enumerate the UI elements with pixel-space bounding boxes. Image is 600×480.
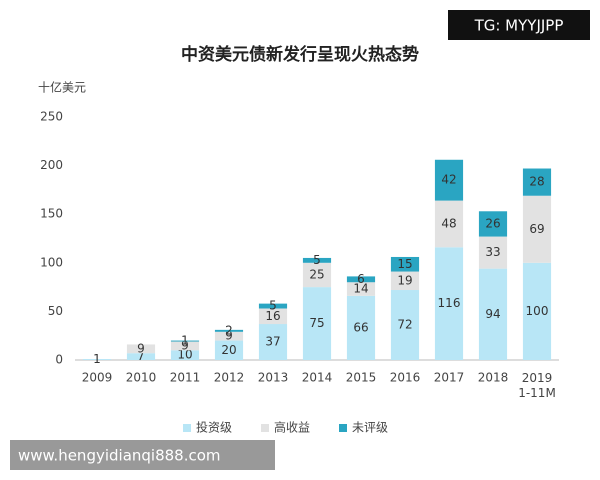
x-tick-label: 2017 bbox=[434, 371, 465, 385]
value-label: 5 bbox=[313, 253, 321, 267]
value-label: 19 bbox=[397, 273, 412, 287]
y-tick-label: 0 bbox=[55, 353, 63, 367]
bar-segment bbox=[434, 247, 464, 360]
x-tick-label: 2015 bbox=[346, 371, 377, 385]
bar-segment bbox=[478, 236, 508, 269]
x-tick-label: 2014 bbox=[302, 371, 333, 385]
x-tick-label: 2010 bbox=[126, 371, 157, 385]
watermark-box bbox=[10, 440, 275, 470]
value-label: 16 bbox=[265, 309, 280, 323]
value-label: 26 bbox=[485, 216, 500, 230]
bar-segment bbox=[258, 303, 288, 309]
bar-segment bbox=[346, 295, 376, 360]
y-tick-label: 100 bbox=[40, 255, 63, 269]
legend-swatch bbox=[261, 424, 269, 432]
y-tick-label: 200 bbox=[40, 158, 63, 172]
bar-segment bbox=[302, 257, 332, 263]
value-label: 1 bbox=[181, 334, 189, 348]
value-label: 48 bbox=[441, 216, 456, 230]
x-tick-label: 2018 bbox=[478, 371, 509, 385]
bar-segment bbox=[170, 350, 200, 360]
x-tick-label: 2012 bbox=[214, 371, 245, 385]
watermark: TG: MYYJJPP bbox=[474, 17, 564, 35]
value-label: 1 bbox=[93, 352, 101, 366]
value-label: 15 bbox=[397, 257, 412, 271]
y-axis-label: 十亿美元 bbox=[38, 80, 86, 95]
chart-title: 中资美元债新发行呈现火热态势 bbox=[181, 44, 419, 65]
legend-swatch bbox=[183, 424, 191, 432]
value-label: 9 bbox=[225, 329, 233, 343]
value-label: 42 bbox=[441, 173, 456, 187]
value-label: 69 bbox=[529, 222, 544, 236]
value-label: 37 bbox=[265, 335, 280, 349]
bar-segment bbox=[302, 287, 332, 360]
bar-segment bbox=[346, 282, 376, 296]
bar-segment bbox=[478, 211, 508, 237]
value-label: 116 bbox=[438, 296, 461, 310]
y-tick-label: 50 bbox=[48, 304, 63, 318]
x-tick-label: 2019 1-11M bbox=[518, 371, 556, 400]
bar-segment bbox=[522, 262, 552, 360]
value-label: 2 bbox=[225, 323, 233, 337]
bar-segment bbox=[258, 324, 288, 360]
bar-segment bbox=[258, 308, 288, 325]
value-label: 5 bbox=[269, 299, 277, 313]
value-label: 20 bbox=[221, 343, 236, 357]
bar-segment bbox=[170, 340, 200, 342]
bar-segment bbox=[82, 359, 112, 360]
value-label: 6 bbox=[357, 272, 365, 286]
y-tick-label: 250 bbox=[40, 110, 63, 124]
bar-segment bbox=[434, 159, 464, 201]
x-tick-label: 2011 bbox=[170, 371, 201, 385]
value-label: 75 bbox=[309, 316, 324, 330]
legend-label: 高收益 bbox=[274, 420, 310, 435]
bar-segment bbox=[170, 341, 200, 351]
legend-label: 投资级 bbox=[196, 420, 232, 435]
bar-segment bbox=[302, 262, 332, 288]
value-label: 7 bbox=[137, 349, 145, 363]
bar-segment bbox=[126, 353, 156, 360]
x-tick-label: 2009 bbox=[82, 371, 113, 385]
bar-segment bbox=[522, 195, 552, 263]
bar-segment bbox=[390, 271, 420, 291]
bar-segment bbox=[522, 168, 552, 196]
bar-segment bbox=[214, 331, 244, 341]
value-label: 10 bbox=[177, 348, 192, 362]
bar-segment bbox=[390, 256, 420, 272]
value-label: 100 bbox=[526, 304, 549, 318]
bar-segment bbox=[126, 344, 156, 354]
watermark-box bbox=[448, 10, 590, 40]
value-label: 94 bbox=[485, 307, 500, 321]
x-tick-label: 2013 bbox=[258, 371, 289, 385]
bar-segment bbox=[434, 200, 464, 248]
value-label: 9 bbox=[181, 338, 189, 352]
bar-segment bbox=[214, 340, 244, 360]
y-tick-label: 150 bbox=[40, 207, 63, 221]
value-label: 66 bbox=[353, 320, 368, 334]
bar-segment bbox=[346, 276, 376, 283]
legend-label: 未评级 bbox=[352, 421, 388, 435]
bar-segment bbox=[214, 329, 244, 332]
value-label: 28 bbox=[529, 175, 544, 189]
bar-segment bbox=[390, 290, 420, 360]
bar-segment bbox=[478, 268, 508, 360]
value-label: 9 bbox=[137, 341, 145, 355]
value-label: 33 bbox=[485, 245, 500, 259]
legend-swatch bbox=[339, 424, 347, 432]
watermark: www.hengyidianqi888.com bbox=[18, 447, 221, 465]
value-label: 25 bbox=[309, 267, 324, 281]
value-label: 72 bbox=[397, 318, 412, 332]
value-label: 14 bbox=[353, 282, 368, 296]
x-tick-label: 2016 bbox=[390, 371, 421, 385]
